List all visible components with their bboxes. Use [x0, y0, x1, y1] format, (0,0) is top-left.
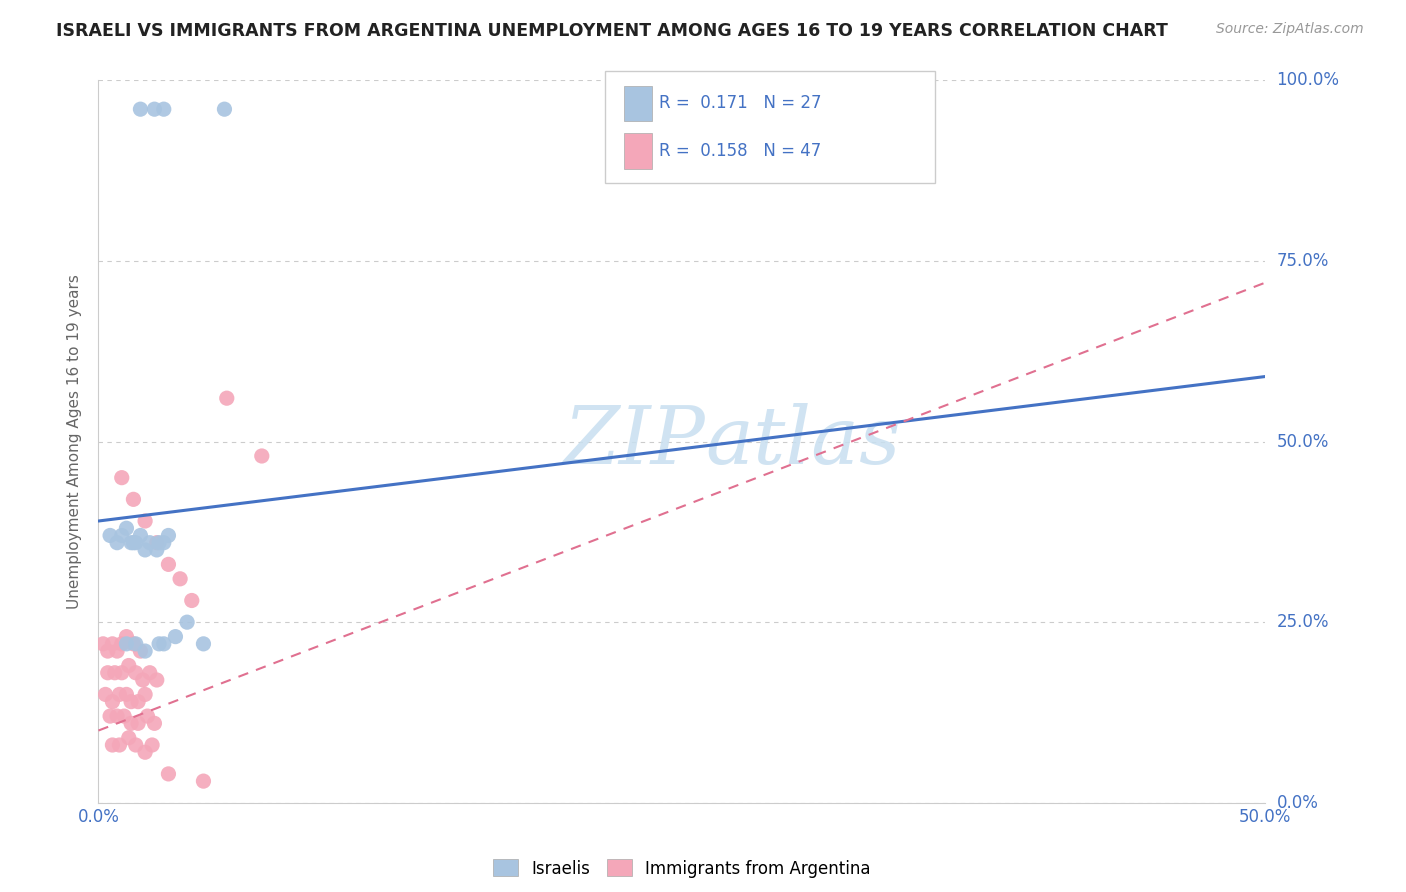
Point — [129, 102, 152, 116]
Text: R =  0.171   N = 27: R = 0.171 N = 27 — [659, 95, 823, 112]
Point — [136, 709, 159, 723]
Point — [120, 695, 142, 709]
Point — [125, 535, 148, 549]
Point — [148, 637, 170, 651]
Point — [146, 673, 169, 687]
Point — [108, 738, 131, 752]
Point — [143, 102, 166, 116]
Point — [122, 492, 145, 507]
Point — [125, 738, 148, 752]
Point — [250, 449, 273, 463]
Point — [105, 644, 128, 658]
Y-axis label: Unemployment Among Ages 16 to 19 years: Unemployment Among Ages 16 to 19 years — [67, 274, 83, 609]
Point — [101, 695, 124, 709]
Point — [127, 695, 149, 709]
Point — [169, 572, 191, 586]
Point — [125, 637, 148, 651]
Point — [115, 637, 138, 651]
Point — [111, 470, 134, 484]
Point — [125, 665, 148, 680]
Text: 100.0%: 100.0% — [1277, 71, 1340, 89]
Text: 75.0%: 75.0% — [1277, 252, 1329, 270]
Point — [152, 637, 174, 651]
Point — [141, 738, 163, 752]
Text: 50.0%: 50.0% — [1277, 433, 1329, 450]
Point — [98, 528, 121, 542]
Text: ZIP: ZIP — [564, 403, 706, 480]
Point — [134, 687, 156, 701]
Point — [129, 528, 152, 542]
Point — [91, 637, 114, 651]
Text: ISRAELI VS IMMIGRANTS FROM ARGENTINA UNEMPLOYMENT AMONG AGES 16 TO 19 YEARS CORR: ISRAELI VS IMMIGRANTS FROM ARGENTINA UNE… — [56, 22, 1168, 40]
Point — [115, 687, 138, 701]
Point — [97, 665, 120, 680]
Point — [94, 687, 117, 701]
Point — [214, 102, 236, 116]
Point — [101, 738, 124, 752]
Point — [115, 630, 138, 644]
Point — [115, 521, 138, 535]
Point — [105, 535, 128, 549]
Text: Source: ZipAtlas.com: Source: ZipAtlas.com — [1216, 22, 1364, 37]
Point — [143, 716, 166, 731]
Point — [104, 665, 127, 680]
Point — [157, 558, 180, 572]
Point — [134, 542, 156, 557]
Point — [148, 535, 170, 549]
Point — [111, 528, 134, 542]
Point — [157, 767, 180, 781]
Point — [176, 615, 198, 630]
Point — [111, 665, 134, 680]
Text: atlas: atlas — [706, 403, 901, 480]
Point — [97, 644, 120, 658]
Point — [157, 528, 180, 542]
Point — [193, 637, 215, 651]
Point — [193, 774, 215, 789]
Point — [111, 637, 134, 651]
Point — [215, 391, 238, 405]
Point — [146, 535, 169, 549]
Point — [108, 687, 131, 701]
Point — [180, 593, 202, 607]
Point — [120, 535, 142, 549]
Point — [134, 644, 156, 658]
Legend: Israelis, Immigrants from Argentina: Israelis, Immigrants from Argentina — [494, 859, 870, 878]
Point — [122, 535, 145, 549]
Point — [132, 673, 155, 687]
Point — [134, 745, 156, 759]
Point — [112, 709, 135, 723]
Point — [165, 630, 187, 644]
Point — [122, 637, 145, 651]
Point — [139, 665, 162, 680]
Point — [101, 637, 124, 651]
Point — [134, 514, 156, 528]
Point — [120, 716, 142, 731]
Point — [152, 102, 174, 116]
Point — [105, 709, 128, 723]
Text: R =  0.158   N = 47: R = 0.158 N = 47 — [659, 142, 821, 160]
Text: 25.0%: 25.0% — [1277, 613, 1329, 632]
Point — [98, 709, 121, 723]
Point — [129, 644, 152, 658]
Point — [152, 535, 174, 549]
Point — [118, 731, 141, 745]
Text: 0.0%: 0.0% — [1277, 794, 1319, 812]
Point — [139, 535, 162, 549]
Point — [127, 716, 149, 731]
Point — [118, 658, 141, 673]
Point — [146, 542, 169, 557]
